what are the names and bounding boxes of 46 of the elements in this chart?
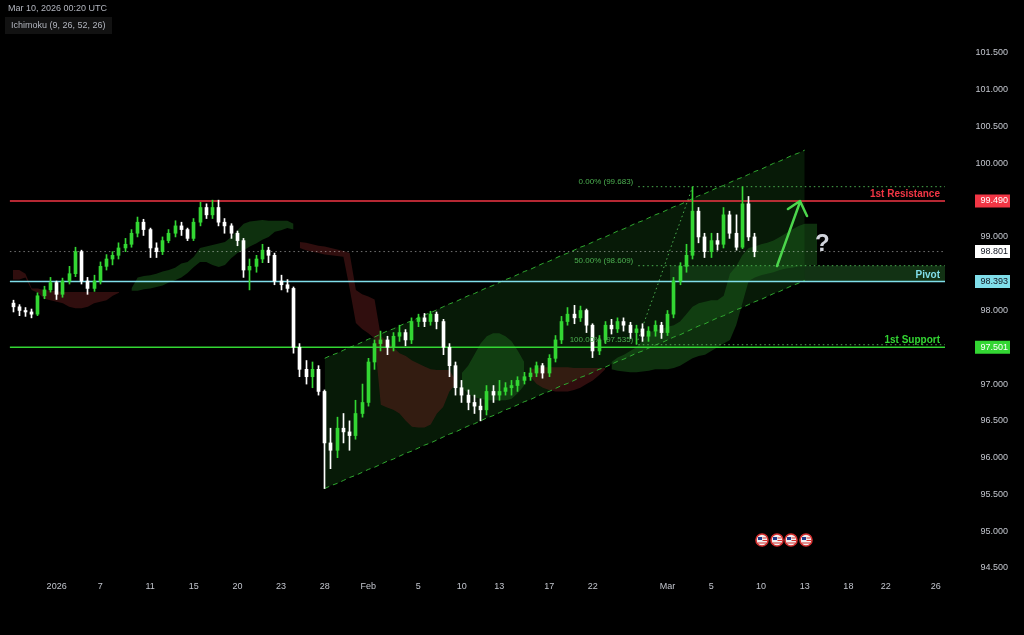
y-tick-label: 97.501 <box>980 341 1008 352</box>
x-tick-label: 10 <box>756 580 767 591</box>
chart-title: Mar 10, 2026 00:20 UTC <box>8 3 108 14</box>
ref-line-label: Pivot <box>915 268 941 280</box>
x-tick-label: 22 <box>587 580 598 591</box>
x-tick-label: 26 <box>930 580 941 591</box>
x-tick-label: 5 <box>708 580 714 591</box>
x-tick-label: Feb <box>360 580 377 591</box>
y-tick-label: 100.000 <box>975 157 1008 168</box>
x-tick-label: 13 <box>799 580 810 591</box>
ref-line-label: 1st Resistance <box>869 187 941 199</box>
x-tick-label: Mar <box>659 580 676 591</box>
x-tick-label: 28 <box>319 580 330 591</box>
ref-line-label: 0.00% (99.683) <box>578 176 634 186</box>
annotation: ? <box>815 229 830 256</box>
line-series <box>324 279 806 490</box>
line-series <box>324 149 806 359</box>
y-tick-label: 96.000 <box>980 452 1008 463</box>
x-tick-label: 5 <box>415 580 421 591</box>
y-tick-label: 99.000 <box>980 231 1008 242</box>
x-tick-label: 13 <box>494 580 505 591</box>
ref-line-label: 50.00% (98.609) <box>574 255 634 265</box>
y-tick-label: 98.000 <box>980 304 1008 315</box>
x-tick-label: 22 <box>880 580 891 591</box>
x-tick-label: 11 <box>145 580 155 591</box>
y-tick-label: 100.500 <box>975 121 1008 132</box>
x-tick-label: 20 <box>232 580 243 591</box>
y-tick-label: 98.393 <box>980 276 1008 287</box>
y-tick-label: 98.801 <box>980 246 1008 257</box>
y-tick-label: 94.500 <box>980 562 1008 573</box>
y-tick-label: 101.000 <box>975 84 1008 95</box>
x-tick-label: 2026 <box>46 580 67 591</box>
x-tick-label: 23 <box>276 580 287 591</box>
text: Ichimoku (9, 26, 52, 26) <box>5 17 112 34</box>
y-tick-label: 97.000 <box>980 378 1008 389</box>
ref-line-label: 1st Support <box>884 334 941 346</box>
x-tick-label: 18 <box>843 580 854 591</box>
x-tick-label: 7 <box>97 580 103 591</box>
y-tick-label: 99.490 <box>980 195 1008 206</box>
x-tick-label: 15 <box>188 580 199 591</box>
x-tick-label: 10 <box>456 580 467 591</box>
y-tick-label: 95.000 <box>980 525 1008 536</box>
x-tick-label: 17 <box>544 580 555 591</box>
y-tick-label: 95.500 <box>980 488 1008 499</box>
y-tick-label: 96.500 <box>980 415 1008 426</box>
y-tick-label: 101.500 <box>975 47 1008 58</box>
